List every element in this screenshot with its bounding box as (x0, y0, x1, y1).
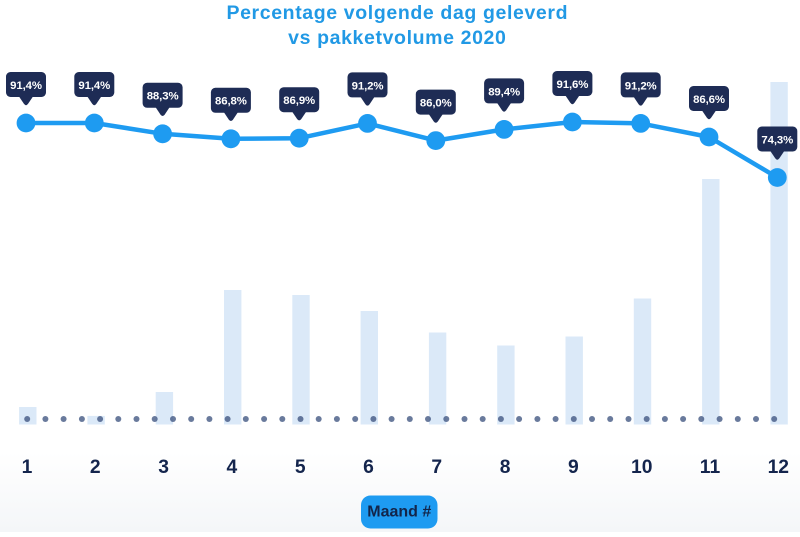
svg-text:86,9%: 86,9% (283, 95, 315, 107)
svg-text:5: 5 (295, 457, 306, 478)
svg-text:91,4%: 91,4% (10, 80, 42, 92)
svg-text:1: 1 (22, 457, 33, 478)
svg-text:91,4%: 91,4% (78, 80, 110, 92)
svg-text:8: 8 (500, 457, 511, 478)
svg-text:91,6%: 91,6% (556, 79, 588, 91)
svg-text:88,3%: 88,3% (147, 91, 179, 103)
svg-text:3: 3 (158, 457, 169, 478)
svg-text:Maand #: Maand # (367, 504, 431, 521)
svg-text:9: 9 (568, 457, 579, 478)
svg-text:86,8%: 86,8% (215, 96, 247, 108)
svg-text:10: 10 (631, 457, 652, 478)
svg-text:Percentage volgende dag geleve: Percentage volgende dag geleverd (226, 2, 568, 24)
svg-text:86,6%: 86,6% (693, 94, 725, 106)
svg-text:74,3%: 74,3% (761, 134, 793, 146)
svg-text:vs pakketvolume 2020: vs pakketvolume 2020 (288, 27, 506, 49)
svg-text:91,2%: 91,2% (352, 80, 384, 92)
svg-text:4: 4 (227, 457, 238, 478)
svg-text:91,2%: 91,2% (625, 80, 657, 92)
svg-text:2: 2 (90, 457, 101, 478)
svg-text:7: 7 (431, 457, 442, 478)
svg-text:11: 11 (700, 457, 721, 478)
svg-text:6: 6 (363, 457, 374, 478)
svg-text:12: 12 (768, 457, 789, 478)
svg-text:86,0%: 86,0% (420, 98, 452, 110)
svg-text:89,4%: 89,4% (488, 86, 520, 98)
